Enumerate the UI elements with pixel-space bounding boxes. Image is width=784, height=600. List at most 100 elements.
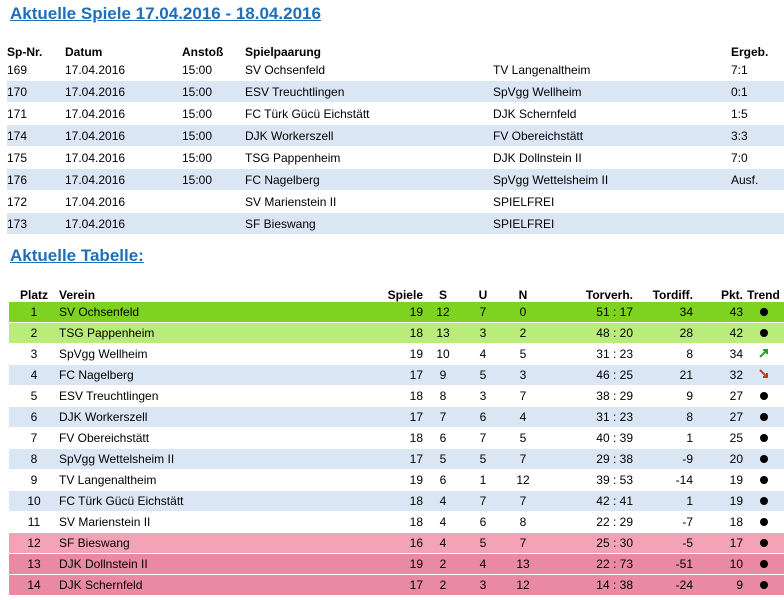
standing-verein: TV Langenaltheim [59,469,381,491]
standings-table: Platz Verein Spiele S U N Torverh. Tordi… [9,284,784,596]
game-anstoss: 15:00 [182,168,245,191]
header-ergebnis: Ergeb. [731,45,769,59]
standing-u: 7 [463,490,503,512]
standing-torverh: 51 : 17 [543,302,633,323]
standing-n: 3 [503,364,543,386]
standing-verein: DJK Schernfeld [59,574,381,596]
standing-trend [743,406,784,428]
standing-verein: DJK Workerszell [59,406,381,428]
standing-torverh: 22 : 29 [543,511,633,533]
standing-u: 7 [463,302,503,323]
game-heim: SV Ochsenfeld [245,59,493,81]
standing-torverh: 22 : 73 [543,553,633,575]
game-gast: SPIELFREI [493,212,731,235]
standing-spiele: 16 [381,532,423,554]
standing-n: 5 [503,427,543,449]
standing-pkt: 27 [693,385,743,407]
game-row: 169 17.04.2016 15:00 SV Ochsenfeld TV Langen… [7,59,784,81]
standing-torverh: 29 : 38 [543,448,633,470]
standing-n: 7 [503,532,543,554]
standing-n: 7 [503,385,543,407]
standing-trend [743,532,784,554]
standing-spiele: 18 [381,511,423,533]
standing-s: 4 [423,511,463,533]
game-nr: 176 [7,168,65,191]
game-gast: DJK Dollnstein II [493,146,731,169]
standing-u: 5 [463,448,503,470]
standing-pkt: 19 [693,469,743,491]
header-platz: Platz [19,288,48,302]
standing-tordiff: 1 [633,427,693,449]
standing-platz: 14 [9,574,59,596]
standing-platz: 2 [9,322,59,344]
header-spnr: Sp-Nr. [7,45,43,59]
standing-trend [743,448,784,470]
header-trend: Trend [747,288,780,302]
standing-trend [743,469,784,491]
dot-icon [759,413,768,421]
game-row: 174 17.04.2016 15:00 DJK Workerszell FV Ober… [7,124,784,147]
game-heim: SF Bieswang [245,212,493,235]
game-gast: FV Obereichstätt [493,124,731,147]
game-ergebnis: 0:1 [731,80,784,103]
standing-s: 4 [423,490,463,512]
dot-icon [759,518,768,526]
standing-n: 5 [503,343,543,365]
standing-pkt: 42 [693,322,743,344]
standing-s: 6 [423,427,463,449]
standings-row: 10 FC Türk Gücü Eichstätt 18 4 7 7 42 : 41 1 19 [9,490,784,512]
dot-icon [759,497,768,505]
game-ergebnis [731,212,784,235]
games-heading[interactable]: Aktuelle Spiele 17.04.2016 - 18.04.2016 [10,4,321,23]
standing-s: 5 [423,448,463,470]
game-ergebnis: 7:1 [731,59,784,81]
standing-trend [743,427,784,449]
game-nr: 175 [7,146,65,169]
standing-pkt: 32 [693,364,743,386]
standing-trend [743,511,784,533]
standings-row: 4 FC Nagelberg 17 9 5 3 46 : 25 21 32 [9,364,784,386]
standing-s: 12 [423,302,463,323]
game-row: 175 17.04.2016 15:00 TSG Pappenheim DJK Doll… [7,146,784,169]
game-datum: 17.04.2016 [65,59,182,81]
game-datum: 17.04.2016 [65,146,182,169]
game-heim: TSG Pappenheim [245,146,493,169]
game-anstoss: 15:00 [182,80,245,103]
game-nr: 171 [7,102,65,125]
standing-platz: 7 [9,427,59,449]
standings-row: 8 SpVgg Wettelsheim II 17 5 5 7 29 : 38 -9 20 [9,448,784,470]
standing-u: 3 [463,322,503,344]
standing-u: 7 [463,427,503,449]
dot-icon [759,455,768,463]
game-heim: SV Marienstein II [245,190,493,213]
standing-tordiff: 8 [633,406,693,428]
standing-s: 2 [423,553,463,575]
dot-icon [759,434,768,442]
standing-tordiff: -14 [633,469,693,491]
dot-icon [759,392,768,400]
standings-row: 12 SF Bieswang 16 4 5 7 25 : 30 -5 17 [9,532,784,554]
standing-torverh: 14 : 38 [543,574,633,596]
standing-s: 9 [423,364,463,386]
standing-u: 3 [463,574,503,596]
standing-pkt: 27 [693,406,743,428]
standings-row: 6 DJK Workerszell 17 7 6 4 31 : 23 8 27 [9,406,784,428]
table-heading[interactable]: Aktuelle Tabelle: [10,246,144,265]
standing-pkt: 9 [693,574,743,596]
dot-icon [759,560,768,568]
header-spielpaarung: Spielpaarung [245,45,322,59]
standings-row: 2 TSG Pappenheim 18 13 3 2 48 : 20 28 42 [9,322,784,344]
standing-verein: FV Obereichstätt [59,427,381,449]
standing-s: 10 [423,343,463,365]
standing-trend [743,364,784,386]
dot-icon [759,476,768,484]
standing-tordiff: -51 [633,553,693,575]
standing-spiele: 18 [381,427,423,449]
standing-tordiff: -7 [633,511,693,533]
standing-trend [743,302,784,323]
standing-s: 2 [423,574,463,596]
header-verein: Verein [59,288,96,302]
standing-spiele: 19 [381,302,423,323]
header-gast [493,42,731,59]
dot-icon [759,308,768,316]
